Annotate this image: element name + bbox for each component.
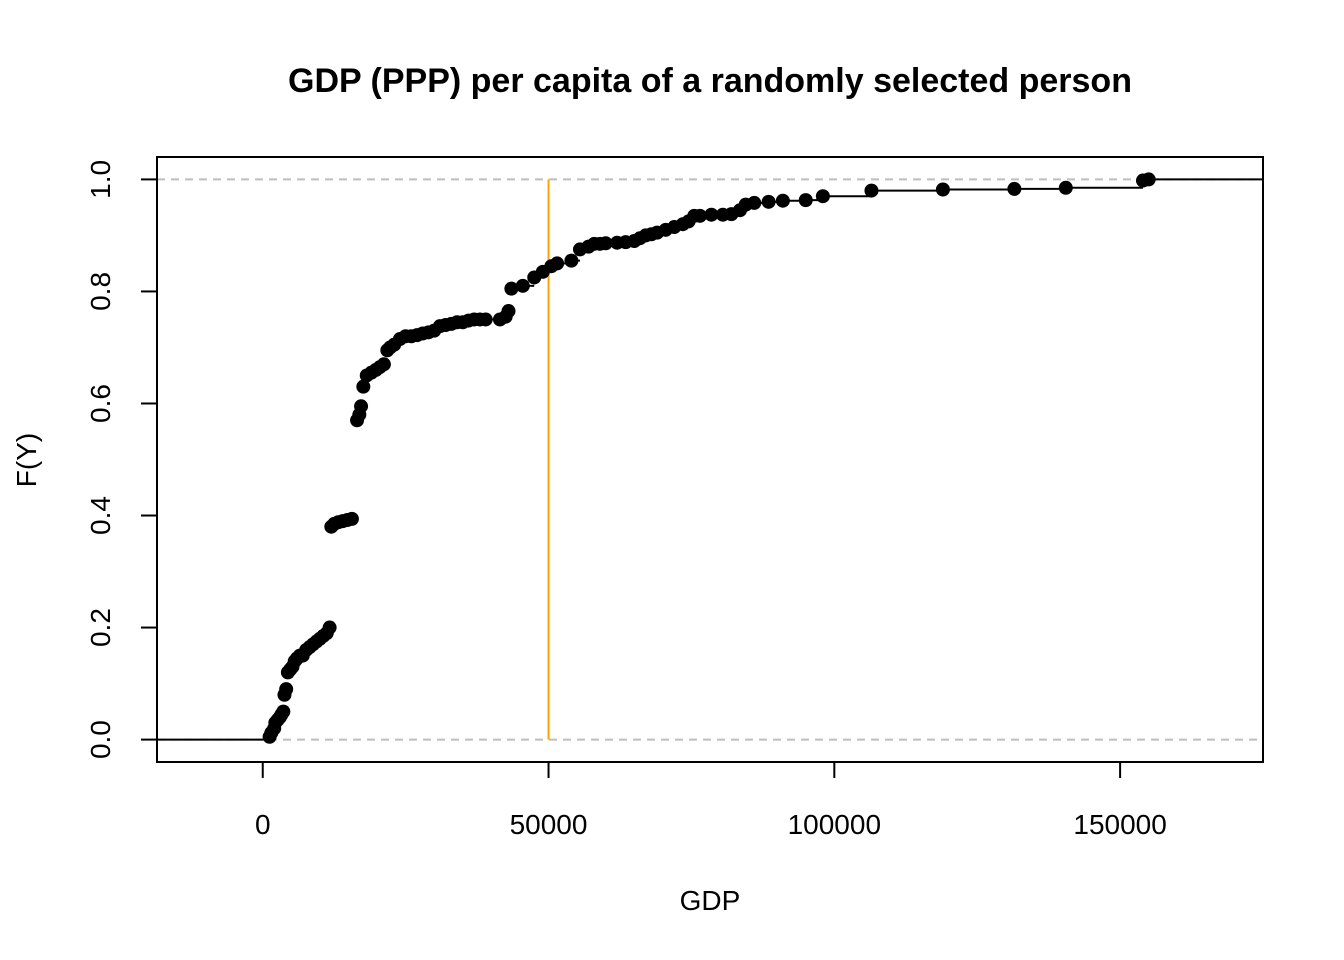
data-point <box>935 182 950 197</box>
data-point <box>515 278 530 293</box>
y-tick-label: 0.4 <box>85 496 116 535</box>
data-point <box>564 253 579 268</box>
data-point <box>692 208 707 223</box>
data-point <box>815 189 830 204</box>
data-point <box>864 183 879 198</box>
data-point <box>550 256 565 271</box>
data-point <box>704 207 719 222</box>
data-point <box>775 193 790 208</box>
data-point <box>322 620 337 635</box>
data-point <box>354 399 369 414</box>
data-point <box>344 511 359 526</box>
data-point <box>1141 172 1156 187</box>
data-point <box>798 193 813 208</box>
data-point <box>478 312 493 327</box>
y-tick-label: 0.2 <box>85 608 116 647</box>
x-axis: 0 50000 100000 150000 <box>255 761 1167 840</box>
data-point <box>504 281 519 296</box>
data-point <box>356 379 371 394</box>
y-axis-label: F(Y) <box>11 433 42 487</box>
chart-title: GDP (PPP) per capita of a randomly selec… <box>288 62 1132 100</box>
data-point <box>501 304 516 319</box>
data-point <box>1007 181 1022 196</box>
data-point <box>276 704 291 719</box>
y-axis: 0.0 0.2 0.4 0.6 0.8 1.0 <box>85 160 158 759</box>
data-point <box>279 682 294 697</box>
y-tick-label: 0.6 <box>85 384 116 423</box>
data-point <box>747 195 762 210</box>
y-tick-label: 0.0 <box>85 720 116 759</box>
data-point <box>598 236 613 251</box>
data-point <box>1058 180 1073 195</box>
y-tick-label: 1.0 <box>85 160 116 199</box>
plot-area <box>157 172 1263 744</box>
x-tick-label: 150000 <box>1073 809 1166 840</box>
x-tick-label: 100000 <box>788 809 881 840</box>
plot-frame <box>156 156 1264 763</box>
data-point <box>376 357 391 372</box>
data-point <box>761 194 776 209</box>
x-axis-label: GDP <box>680 885 741 916</box>
y-tick-label: 0.8 <box>85 272 116 311</box>
x-tick-label: 50000 <box>510 809 588 840</box>
x-tick-label: 0 <box>255 809 271 840</box>
